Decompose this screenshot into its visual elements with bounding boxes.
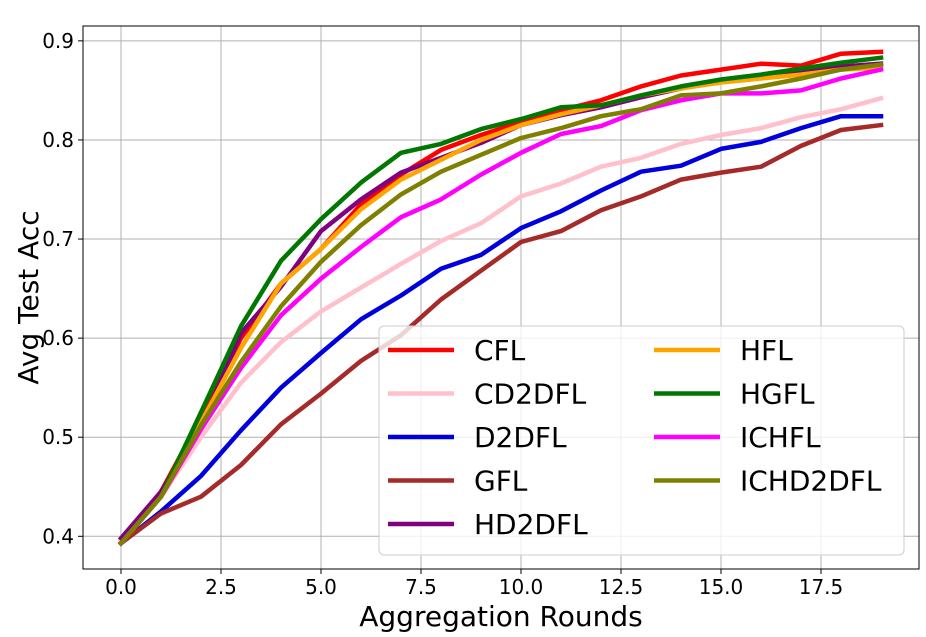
series-line-gfl xyxy=(117,122,884,547)
y-tick-label: 0.4 xyxy=(42,524,74,548)
x-tick-label: 12.5 xyxy=(599,575,644,599)
x-tick-label: 10.0 xyxy=(499,575,544,599)
y-tick-label: 0.8 xyxy=(42,128,74,152)
y-tick-label: 0.7 xyxy=(42,227,74,251)
legend-box xyxy=(378,325,905,556)
axis-ticks: 0.0 2.5 5.0 7.5 10.0 12.5 15.0 17.5 0.4 0.5 0.6 0.7… xyxy=(42,29,843,599)
series-lines xyxy=(117,49,884,547)
series-line-cfl xyxy=(117,49,884,547)
series-line-d2dfl xyxy=(117,113,884,547)
y-tick-label: 0.5 xyxy=(42,425,74,449)
legend-label-gfl: GFL xyxy=(474,465,528,498)
y-tick-label: 0.6 xyxy=(42,326,74,350)
legend-label-hfl: HFL xyxy=(740,334,793,367)
y-axis-title: Avg Test Acc xyxy=(12,210,45,384)
legend-label-ichd2dfl: ICHD2DFL xyxy=(740,465,882,498)
legend-label-cfl: CFL xyxy=(474,334,526,367)
x-tick-label: 2.5 xyxy=(205,575,237,599)
series-line-ichd2dfl xyxy=(117,62,884,547)
x-axis-title: Aggregation Rounds xyxy=(359,600,642,633)
legend-label-cd2dfl: CD2DFL xyxy=(474,378,587,411)
plot-frame xyxy=(82,25,920,570)
x-tick-label: 0.0 xyxy=(105,575,137,599)
x-tick-label: 17.5 xyxy=(799,575,844,599)
x-tick-label: 5.0 xyxy=(305,575,337,599)
x-tick-label: 15.0 xyxy=(699,575,744,599)
series-line-cd2dfl xyxy=(117,95,884,545)
series-line-hgfl xyxy=(117,55,884,547)
legend-label-hgfl: HGFL xyxy=(740,378,815,411)
legend-label-d2dfl: D2DFL xyxy=(474,421,567,454)
legend: CFL CD2DFL D2DFL GFL HD2DFL HFL HGFL ICHFL ICHD2… xyxy=(378,325,905,556)
series-line-ichfl xyxy=(117,66,884,547)
legend-label-hd2dfl: HD2DFL xyxy=(474,508,588,541)
x-tick-label: 7.5 xyxy=(405,575,437,599)
series-line-hfl xyxy=(117,65,884,547)
legend-label-ichfl: ICHFL xyxy=(740,421,821,454)
y-tick-label: 0.9 xyxy=(42,29,74,53)
